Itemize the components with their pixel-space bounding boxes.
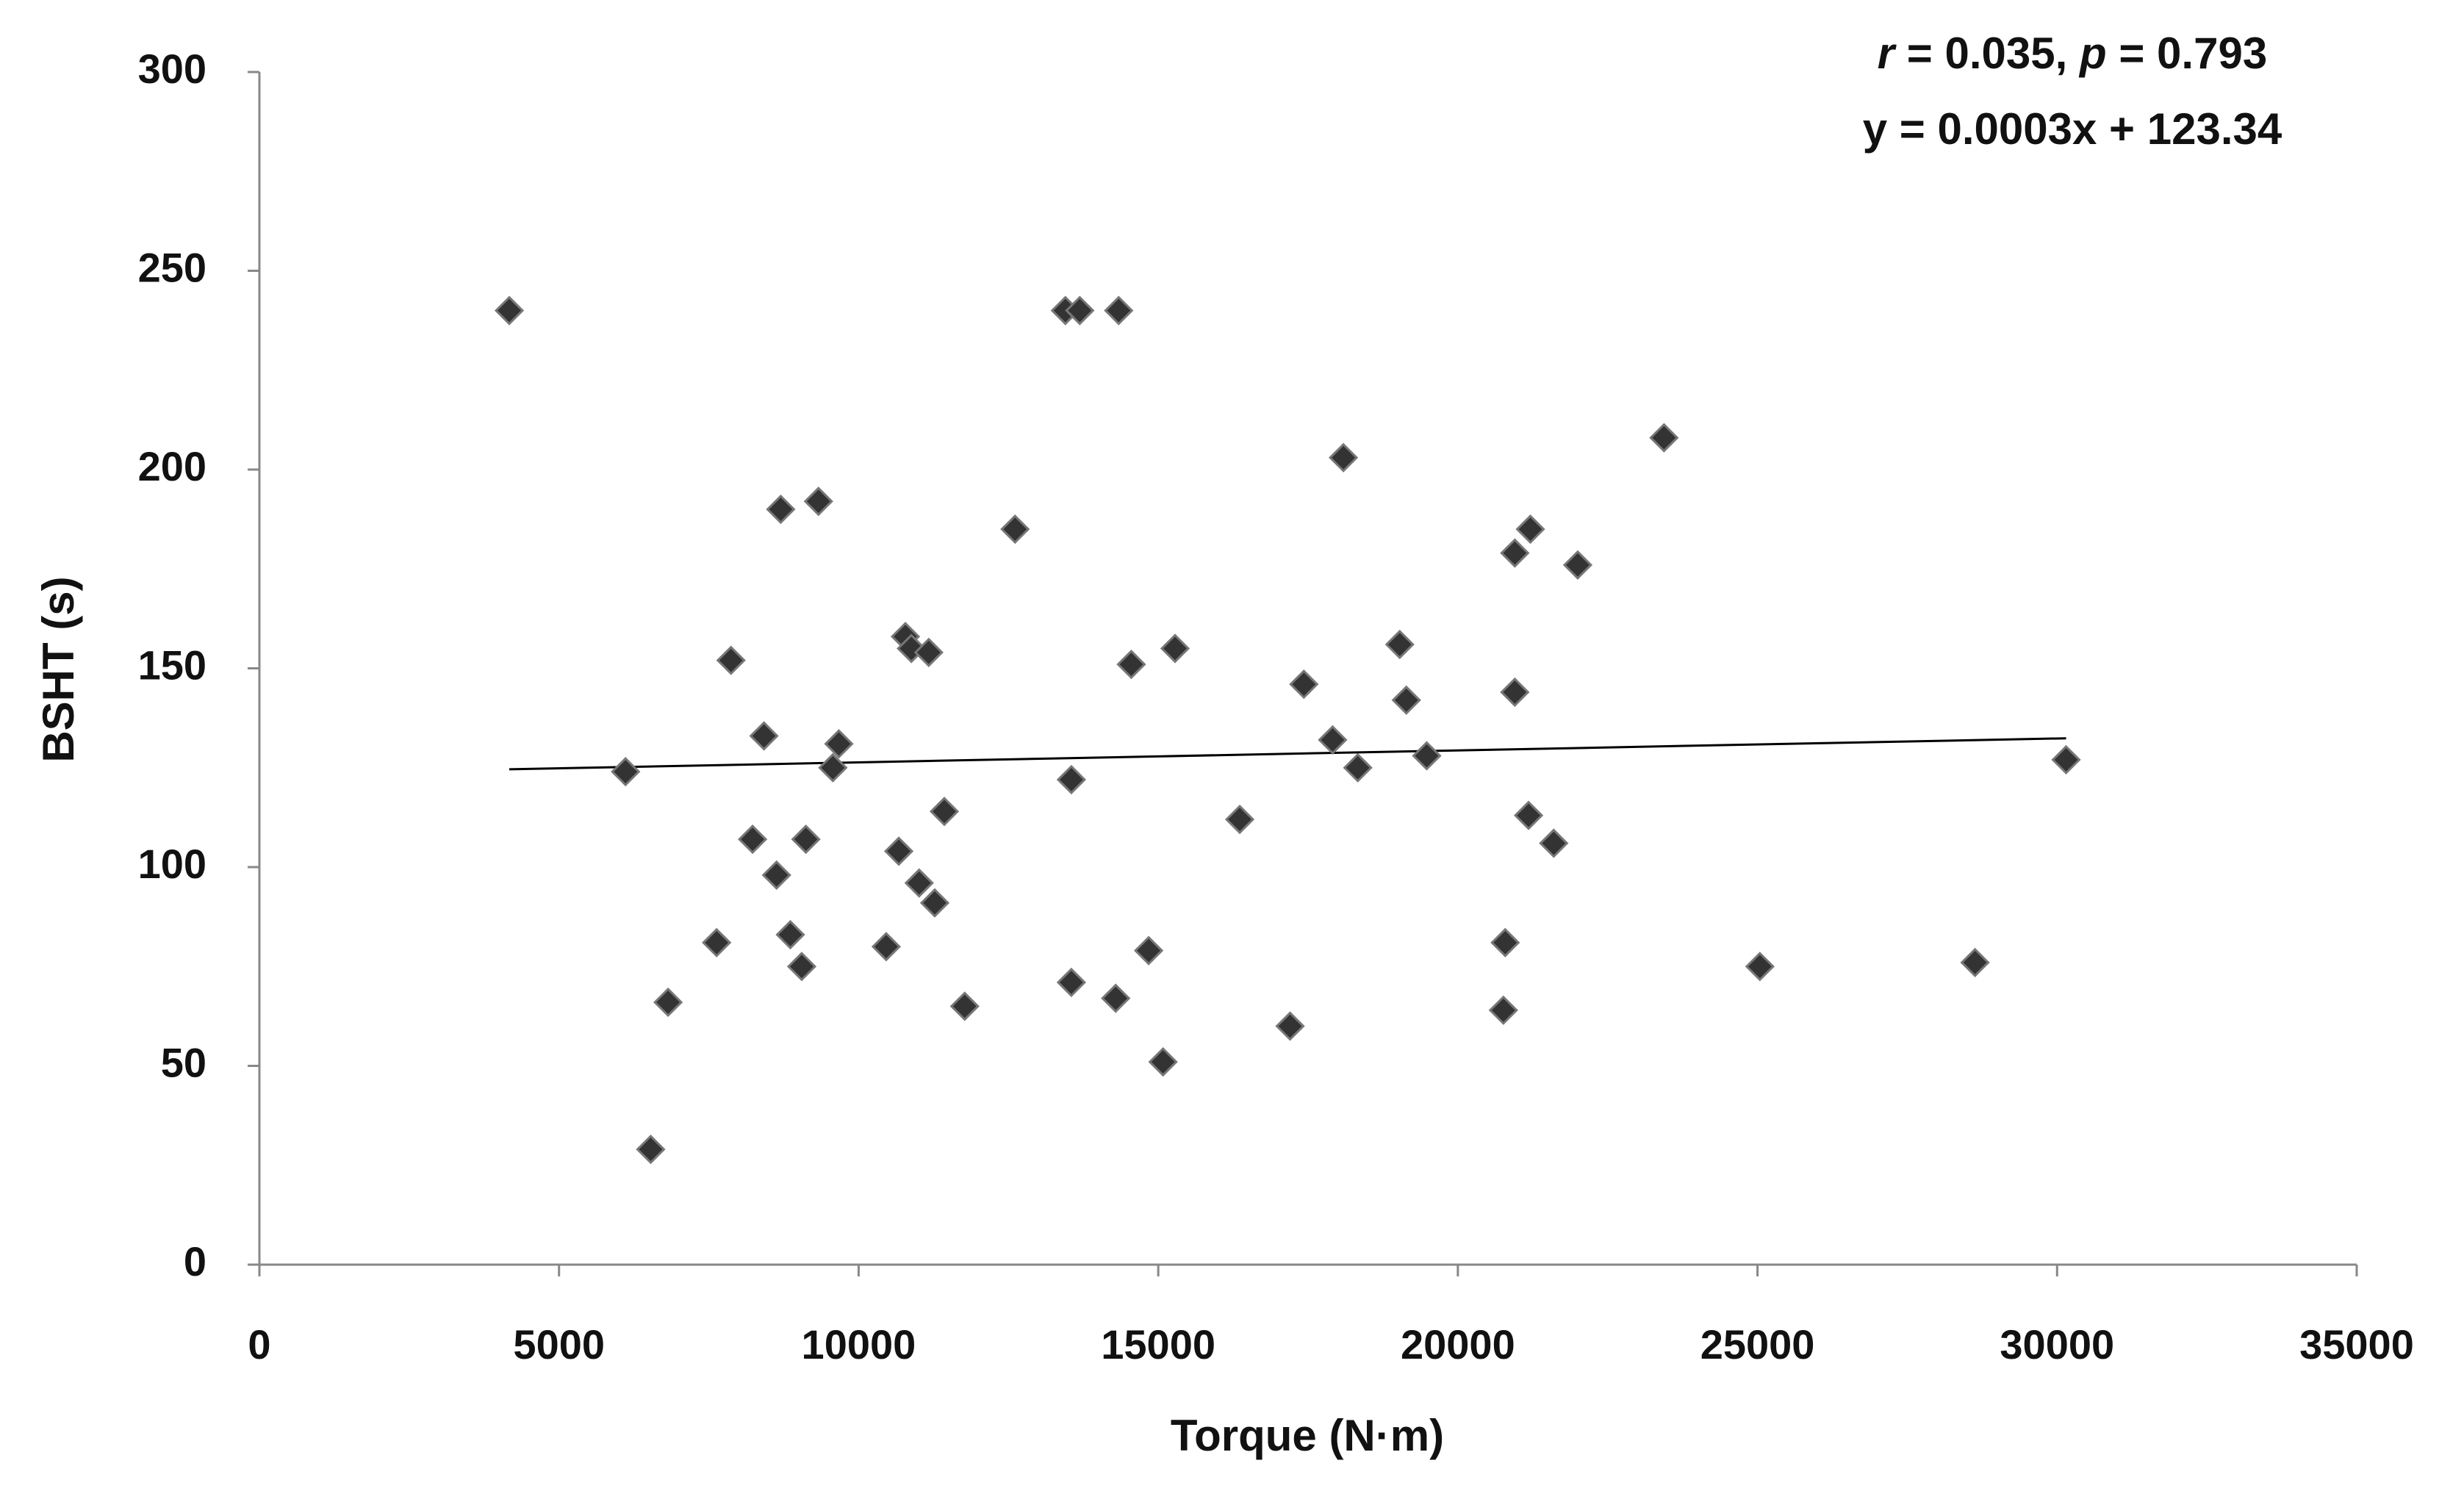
data-point [749,721,779,751]
data-point [1649,423,1679,453]
data-point [1065,295,1095,326]
data-point [919,888,950,918]
data-point [897,633,927,664]
x-tick-label: 0 [248,1321,270,1368]
x-tick-label: 10000 [802,1321,916,1368]
x-tick-label: 25000 [1700,1321,1815,1368]
data-point [1056,764,1087,795]
data-point [786,952,817,982]
data-point [1116,649,1146,680]
data-point [716,645,746,675]
y-tick-label: 250 [138,244,206,290]
data-point [1104,295,1134,326]
data-point [949,991,980,1021]
x-tick-label: 15000 [1101,1321,1215,1368]
data-point [737,824,768,855]
data-point [1275,1011,1305,1041]
y-tick-label: 150 [138,642,206,688]
data-point [1500,677,1530,708]
data-point [1562,550,1593,580]
data-point [1960,947,1990,977]
trendline [509,737,2066,771]
data-point [913,637,944,667]
data-point [1289,669,1319,700]
data-point [702,927,732,957]
data-point [611,757,641,787]
data-point [1500,538,1530,568]
x-axis-title: Torque (N·m) [1171,1411,1444,1460]
data-point [1384,629,1415,660]
x-tick-label: 30000 [2000,1321,2114,1368]
data-point [1318,725,1348,755]
annotation-part: p [2078,29,2107,78]
data-point [1056,967,1087,998]
data-point [1000,514,1030,545]
data-point [929,797,960,827]
data-point [1488,995,1518,1025]
data-point [1343,752,1373,783]
y-tick-label: 0 [184,1238,206,1284]
data-point [1133,935,1164,966]
data-point [1224,804,1255,835]
x-tick-label: 5000 [513,1321,605,1368]
data-point [1745,952,1775,982]
data-point [1148,1046,1178,1077]
y-tick-label: 200 [138,443,206,489]
data-point [1490,927,1520,957]
data-point [818,752,848,783]
annotation: y = 0.0003x + 123.34 [1863,104,2282,154]
data-point [803,486,833,517]
data-point [1101,983,1131,1013]
data-point [1160,633,1190,664]
annotation: r = 0.035, p = 0.793 [1878,29,2267,78]
annotation-part: r [1878,29,1897,78]
y-tick-label: 100 [138,841,206,887]
data-point [824,729,854,759]
data-point [761,860,791,890]
data-point [766,494,796,525]
y-tick-label: 300 [138,46,206,92]
data-point [871,932,902,962]
x-tick-label: 35000 [2299,1321,2414,1368]
data-point [1391,685,1421,715]
annotation-part: = 0.793 [2107,29,2268,78]
annotation-part: = 0.035, [1894,29,2080,78]
data-point [1412,741,1442,771]
y-axis-title: BSHT (s) [34,576,83,762]
data-point [1513,800,1544,830]
x-tick-label: 20000 [1401,1321,1515,1368]
data-point [653,987,683,1018]
data-point [883,836,914,866]
data-point [775,919,805,950]
data-point [494,295,525,326]
data-point [636,1134,666,1165]
y-tick-label: 50 [161,1039,206,1085]
data-point [1539,828,1569,858]
data-point [2051,744,2081,775]
data-point [904,868,934,898]
data-point [791,824,821,855]
data-point [1515,514,1545,545]
data-point [1328,442,1359,472]
